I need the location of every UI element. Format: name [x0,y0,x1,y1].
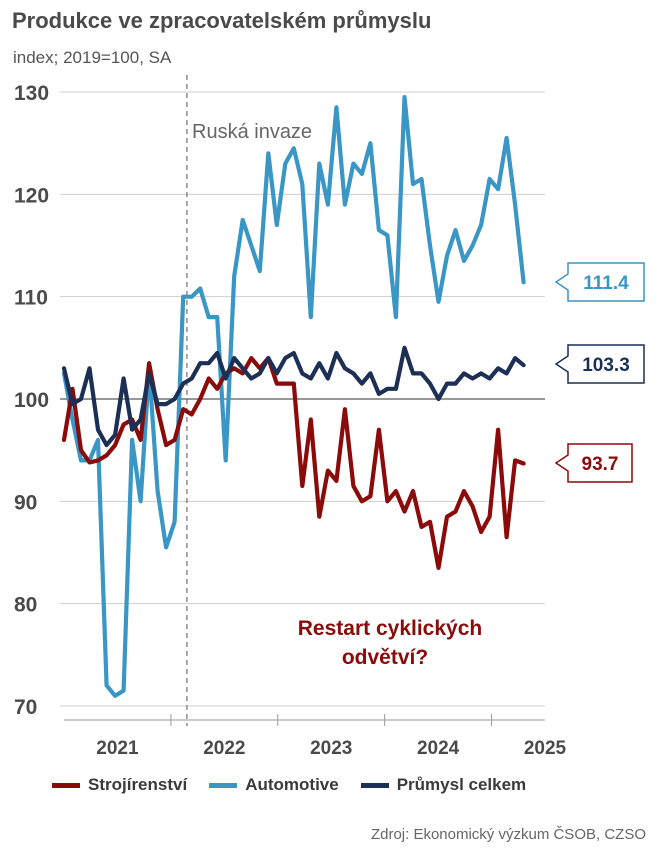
x-tick-label-2022: 2022 [203,738,245,759]
y-tick-label-100: 100 [14,389,49,412]
legend-label-automotive: Automotive [245,775,339,794]
x-tick-label-2023: 2023 [310,738,352,759]
end-label-box-prumysl-celkem [554,344,645,384]
end-label-automotive: 111.4 [583,273,629,294]
end-label-box-automotive [554,262,645,302]
chart-subtitle: index; 2019=100, SA [13,48,172,67]
legend-label-strojirenstvi: Strojírenství [88,775,188,794]
series-line-prumysl-celkem [61,345,526,448]
source-note: Zdroj: Ekonomický výzkum ČSOB, CZSO [370,826,646,843]
x-tick-label-2021: 2021 [96,738,139,759]
end-label-box-strojirenstvi [554,443,633,483]
legend-item-prumysl-celkem: Průmysl celkem [360,775,527,795]
series-line-strojirenstvi [61,356,526,571]
legend-item-strojirenstvi: Strojírenství [52,775,187,795]
y-tick-label-130: 130 [14,82,49,105]
legend-swatch-automotive [209,782,238,788]
end-label-strojirenstvi: 93.7 [582,454,619,475]
invasion-label: Ruská invaze [192,121,312,143]
restart-annotation-line1: Restart cyklických [298,617,482,640]
end-label-prumysl-celkem: 103.3 [582,355,630,376]
y-tick-label-70: 70 [14,696,37,719]
y-tick-label-80: 80 [14,594,37,617]
legend-swatch-strojirenstvi [52,782,80,788]
chart-title: Produkce ve zpracovatelském průmyslu [12,8,432,33]
legend-item-automotive: Automotive [209,775,339,795]
series-line-automotive [61,94,526,698]
x-tick-label-2025: 2025 [524,738,567,759]
y-tick-label-110: 110 [14,287,48,310]
legend-swatch-prumysl-celkem [360,782,389,788]
y-tick-label-120: 120 [14,184,49,207]
line-chart: 70 80 90 100 110 120 130 2021 2022 2023 2024 2025 Ru… [14,75,645,759]
restart-annotation-line2: odvětví? [342,646,428,669]
chart-legend: Strojírenství Automotive Průmysl celkem [52,775,526,795]
x-tick-label-2024: 2024 [417,738,460,759]
legend-label-prumysl-celkem: Průmysl celkem [396,775,527,794]
y-tick-label-90: 90 [14,491,37,514]
